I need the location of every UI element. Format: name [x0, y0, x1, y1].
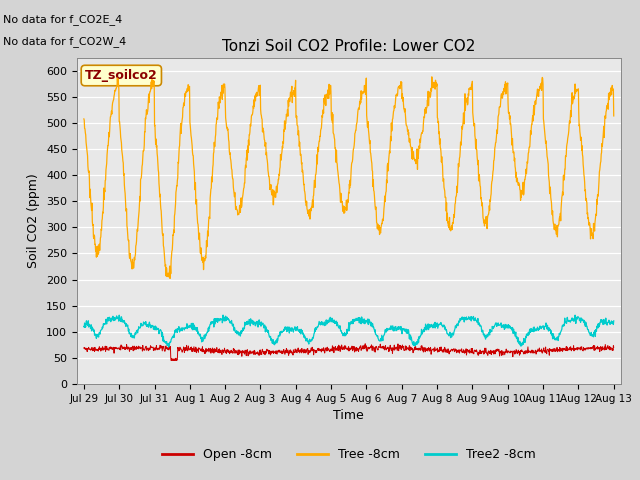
X-axis label: Time: Time: [333, 409, 364, 422]
Legend: Open -8cm, Tree -8cm, Tree2 -8cm: Open -8cm, Tree -8cm, Tree2 -8cm: [157, 443, 541, 466]
Text: No data for f_CO2W_4: No data for f_CO2W_4: [3, 36, 127, 47]
Y-axis label: Soil CO2 (ppm): Soil CO2 (ppm): [28, 173, 40, 268]
Text: TZ_soilco2: TZ_soilco2: [85, 69, 157, 82]
Title: Tonzi Soil CO2 Profile: Lower CO2: Tonzi Soil CO2 Profile: Lower CO2: [222, 39, 476, 54]
Text: No data for f_CO2E_4: No data for f_CO2E_4: [3, 14, 122, 25]
